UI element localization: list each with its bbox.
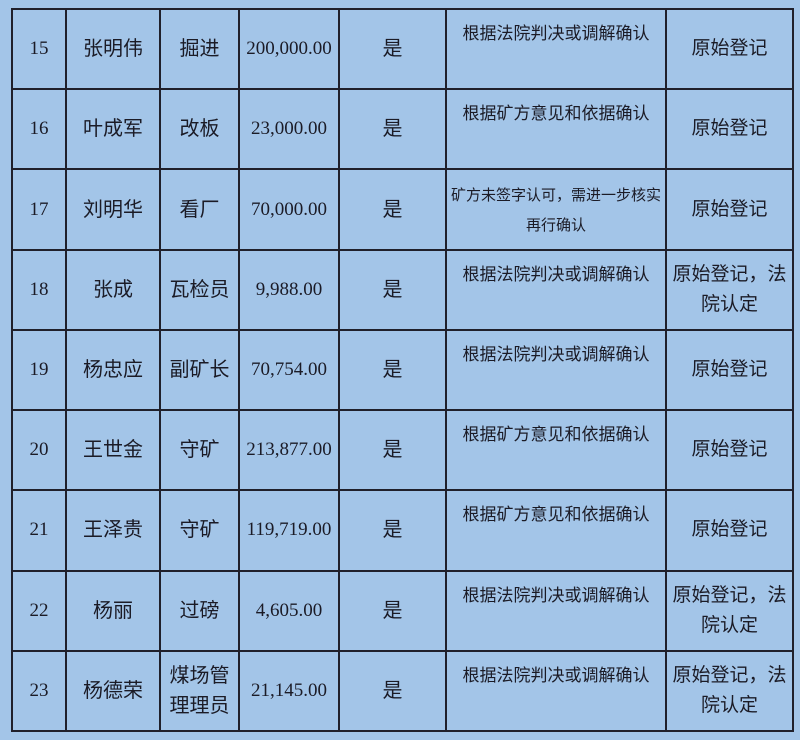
cell-confirmation-basis: 根据法院判决或调解确认 — [445, 649, 667, 733]
cell-position: 守矿 — [159, 409, 240, 492]
cell-registration-type: 原始登记 — [665, 88, 794, 171]
cell-registration-type: 原始登记 — [665, 409, 794, 492]
cell-amount: 70,754.00 — [238, 328, 340, 412]
cell-amount: 200,000.00 — [238, 7, 340, 91]
cell-registration-type: 原始登记，法院认定 — [665, 649, 794, 733]
cell-amount: 119,719.00 — [238, 489, 340, 572]
cell-amount: 9,988.00 — [238, 248, 340, 331]
cell-amount: 23,000.00 — [238, 88, 340, 171]
cell-confirmed: 是 — [338, 569, 447, 652]
cell-confirmation-basis: 根据矿方意见和依据确认 — [445, 489, 667, 572]
cell-position: 瓦检员 — [159, 248, 240, 331]
cell-name: 王泽贵 — [65, 489, 161, 572]
cell-confirmation-basis: 根据矿方意见和依据确认 — [445, 88, 667, 171]
cell-confirmation-basis: 矿方未签字认可，需进一步核实再行确认 — [445, 168, 667, 251]
cell-registration-type: 原始登记 — [665, 168, 794, 251]
cell-confirmed: 是 — [338, 489, 447, 572]
cell-confirmation-basis: 根据法院判决或调解确认 — [445, 7, 667, 91]
table-row: 18 张成 瓦检员 9,988.00 是 根据法院判决或调解确认 原始登记，法院… — [11, 248, 794, 331]
cell-name: 杨德荣 — [65, 649, 161, 733]
cell-row-number: 15 — [11, 7, 67, 91]
cell-row-number: 21 — [11, 489, 67, 572]
table-row: 21 王泽贵 守矿 119,719.00 是 根据矿方意见和依据确认 原始登记 — [11, 489, 794, 572]
cell-confirmed: 是 — [338, 88, 447, 171]
cell-confirmed: 是 — [338, 168, 447, 251]
table-row: 20 王世金 守矿 213,877.00 是 根据矿方意见和依据确认 原始登记 — [11, 409, 794, 492]
cell-registration-type: 原始登记 — [665, 7, 794, 91]
cell-row-number: 17 — [11, 168, 67, 251]
cell-position: 守矿 — [159, 489, 240, 572]
cell-confirmed: 是 — [338, 409, 447, 492]
creditor-registration-table: 15 张明伟 掘进 200,000.00 是 根据法院判决或调解确认 原始登记 … — [11, 7, 794, 733]
cell-confirmation-basis: 根据矿方意见和依据确认 — [445, 409, 667, 492]
cell-position: 煤场管理理员 — [159, 649, 240, 733]
cell-name: 刘明华 — [65, 168, 161, 251]
cell-confirmed: 是 — [338, 649, 447, 733]
cell-amount: 213,877.00 — [238, 409, 340, 492]
cell-name: 叶成军 — [65, 88, 161, 171]
cell-row-number: 20 — [11, 409, 67, 492]
cell-name: 王世金 — [65, 409, 161, 492]
cell-name: 杨丽 — [65, 569, 161, 652]
cell-confirmation-basis: 根据法院判决或调解确认 — [445, 248, 667, 331]
cell-name: 杨忠应 — [65, 328, 161, 412]
cell-row-number: 16 — [11, 88, 67, 171]
table-row: 15 张明伟 掘进 200,000.00 是 根据法院判决或调解确认 原始登记 — [11, 7, 794, 91]
table-row: 22 杨丽 过磅 4,605.00 是 根据法院判决或调解确认 原始登记，法院认… — [11, 569, 794, 652]
cell-confirmation-basis: 根据法院判决或调解确认 — [445, 569, 667, 652]
cell-row-number: 23 — [11, 649, 67, 733]
cell-row-number: 19 — [11, 328, 67, 412]
cell-name: 张成 — [65, 248, 161, 331]
cell-position: 改板 — [159, 88, 240, 171]
cell-confirmed: 是 — [338, 248, 447, 331]
table-row: 19 杨忠应 副矿长 70,754.00 是 根据法院判决或调解确认 原始登记 — [11, 328, 794, 412]
cell-registration-type: 原始登记，法院认定 — [665, 569, 794, 652]
cell-amount: 70,000.00 — [238, 168, 340, 251]
table-row: 16 叶成军 改板 23,000.00 是 根据矿方意见和依据确认 原始登记 — [11, 88, 794, 171]
cell-amount: 21,145.00 — [238, 649, 340, 733]
cell-amount: 4,605.00 — [238, 569, 340, 652]
cell-row-number: 18 — [11, 248, 67, 331]
cell-row-number: 22 — [11, 569, 67, 652]
table-row: 23 杨德荣 煤场管理理员 21,145.00 是 根据法院判决或调解确认 原始… — [11, 649, 794, 733]
cell-position: 副矿长 — [159, 328, 240, 412]
cell-confirmation-basis: 根据法院判决或调解确认 — [445, 328, 667, 412]
cell-registration-type: 原始登记，法院认定 — [665, 248, 794, 331]
cell-registration-type: 原始登记 — [665, 328, 794, 412]
cell-name: 张明伟 — [65, 7, 161, 91]
cell-confirmed: 是 — [338, 328, 447, 412]
cell-confirmed: 是 — [338, 7, 447, 91]
cell-position: 过磅 — [159, 569, 240, 652]
cell-position: 掘进 — [159, 7, 240, 91]
table-row: 17 刘明华 看厂 70,000.00 是 矿方未签字认可，需进一步核实再行确认… — [11, 168, 794, 251]
cell-registration-type: 原始登记 — [665, 489, 794, 572]
cell-position: 看厂 — [159, 168, 240, 251]
